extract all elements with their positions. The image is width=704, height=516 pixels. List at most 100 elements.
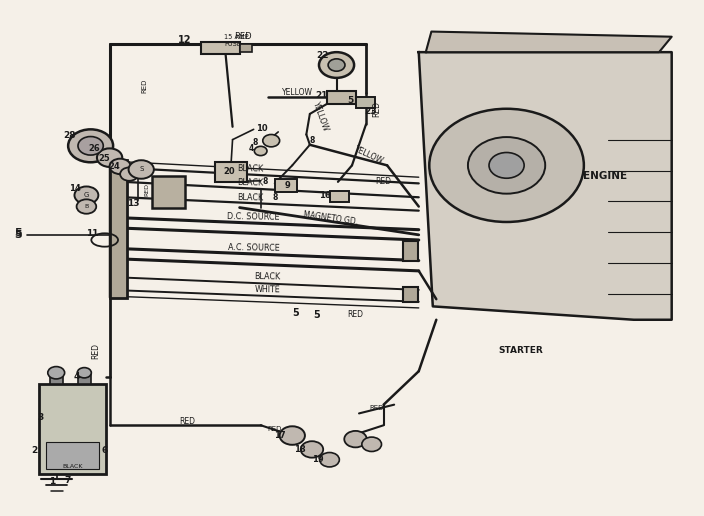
Bar xyxy=(110,160,127,298)
Text: BLACK: BLACK xyxy=(237,164,263,174)
Circle shape xyxy=(77,367,92,378)
Circle shape xyxy=(319,52,354,78)
Circle shape xyxy=(344,431,367,447)
Text: BLACK: BLACK xyxy=(63,464,83,469)
Circle shape xyxy=(301,441,323,458)
Circle shape xyxy=(77,199,96,214)
Circle shape xyxy=(468,137,545,194)
Text: YELLOW: YELLOW xyxy=(311,101,330,133)
Bar xyxy=(215,163,246,182)
Text: 2: 2 xyxy=(31,446,37,456)
Text: RED: RED xyxy=(370,405,384,411)
Circle shape xyxy=(129,160,154,179)
Text: 10: 10 xyxy=(256,124,268,133)
Circle shape xyxy=(110,159,131,174)
Text: RED: RED xyxy=(348,310,363,319)
Text: 5: 5 xyxy=(347,96,353,105)
Text: 16: 16 xyxy=(320,191,331,200)
Text: YELLOW: YELLOW xyxy=(282,88,313,97)
Text: G: G xyxy=(84,192,89,198)
Text: 5: 5 xyxy=(292,308,299,318)
Text: BLACK: BLACK xyxy=(255,272,281,282)
Text: 19: 19 xyxy=(313,455,324,464)
Text: 8: 8 xyxy=(263,178,268,186)
Bar xyxy=(403,241,418,261)
Circle shape xyxy=(120,167,139,181)
Text: 22: 22 xyxy=(316,51,329,60)
Circle shape xyxy=(429,109,584,222)
Circle shape xyxy=(328,59,345,71)
Polygon shape xyxy=(419,52,672,320)
Circle shape xyxy=(68,130,113,163)
Text: 17: 17 xyxy=(275,431,286,440)
Text: 3: 3 xyxy=(37,413,44,422)
Text: RED: RED xyxy=(179,416,195,426)
Text: 12: 12 xyxy=(178,35,191,45)
Text: RED: RED xyxy=(376,178,391,186)
Text: ENGINE: ENGINE xyxy=(583,171,627,181)
Text: 1: 1 xyxy=(49,477,55,487)
Text: S: S xyxy=(139,167,144,172)
Text: RED: RED xyxy=(234,32,252,41)
Text: 21: 21 xyxy=(315,91,328,101)
Text: RED: RED xyxy=(268,426,282,432)
Text: 9: 9 xyxy=(284,181,290,190)
Text: STARTER: STARTER xyxy=(498,346,543,355)
Bar xyxy=(39,384,106,474)
Text: 8: 8 xyxy=(309,136,315,145)
Bar xyxy=(152,175,185,207)
Circle shape xyxy=(279,426,305,445)
Text: YELLOW: YELLOW xyxy=(353,144,386,166)
Circle shape xyxy=(320,453,339,467)
Text: A.C. SOURCE: A.C. SOURCE xyxy=(227,243,279,253)
Text: 11: 11 xyxy=(86,229,99,238)
Bar xyxy=(356,98,375,108)
Circle shape xyxy=(263,135,279,147)
Circle shape xyxy=(489,153,524,178)
Text: 8: 8 xyxy=(252,138,258,147)
Text: 26: 26 xyxy=(88,144,100,153)
Text: 13: 13 xyxy=(127,200,139,208)
Bar xyxy=(239,44,252,52)
Bar xyxy=(46,442,99,469)
Text: 7: 7 xyxy=(64,476,70,485)
Text: 4: 4 xyxy=(73,372,80,381)
Bar xyxy=(275,179,297,192)
Bar xyxy=(327,91,356,104)
Text: RED: RED xyxy=(144,183,149,196)
Bar xyxy=(201,42,239,54)
Circle shape xyxy=(97,149,122,167)
Bar xyxy=(329,191,349,202)
Text: WHITE: WHITE xyxy=(255,285,281,294)
Polygon shape xyxy=(426,31,672,52)
Text: BLACK: BLACK xyxy=(237,178,263,188)
Text: 15 AMP.
FUSE: 15 AMP. FUSE xyxy=(224,34,250,47)
Text: BLACK: BLACK xyxy=(237,192,263,202)
Text: 5: 5 xyxy=(15,228,22,238)
Text: 28: 28 xyxy=(63,131,76,140)
Text: B: B xyxy=(84,204,89,209)
Text: 18: 18 xyxy=(294,445,306,454)
Text: 23: 23 xyxy=(365,107,377,116)
Text: RED: RED xyxy=(91,343,100,359)
Bar xyxy=(50,373,63,384)
Text: 5: 5 xyxy=(15,230,22,240)
Text: 25: 25 xyxy=(99,154,111,163)
Text: RED: RED xyxy=(372,101,381,117)
Text: MAGNETO GD.: MAGNETO GD. xyxy=(303,209,359,226)
Circle shape xyxy=(48,366,65,379)
Text: 8: 8 xyxy=(272,194,277,202)
Text: 5: 5 xyxy=(313,310,320,319)
Text: 20: 20 xyxy=(223,167,235,176)
Text: RED: RED xyxy=(142,78,148,93)
Text: 24: 24 xyxy=(108,162,120,171)
Circle shape xyxy=(75,186,99,204)
Text: 6: 6 xyxy=(101,446,108,456)
Circle shape xyxy=(362,437,382,452)
Circle shape xyxy=(78,137,103,155)
Bar xyxy=(403,287,418,302)
Circle shape xyxy=(254,147,267,156)
Text: D.C. SOURCE: D.C. SOURCE xyxy=(227,212,280,222)
Text: 4: 4 xyxy=(249,144,253,153)
Text: 14: 14 xyxy=(68,184,80,192)
